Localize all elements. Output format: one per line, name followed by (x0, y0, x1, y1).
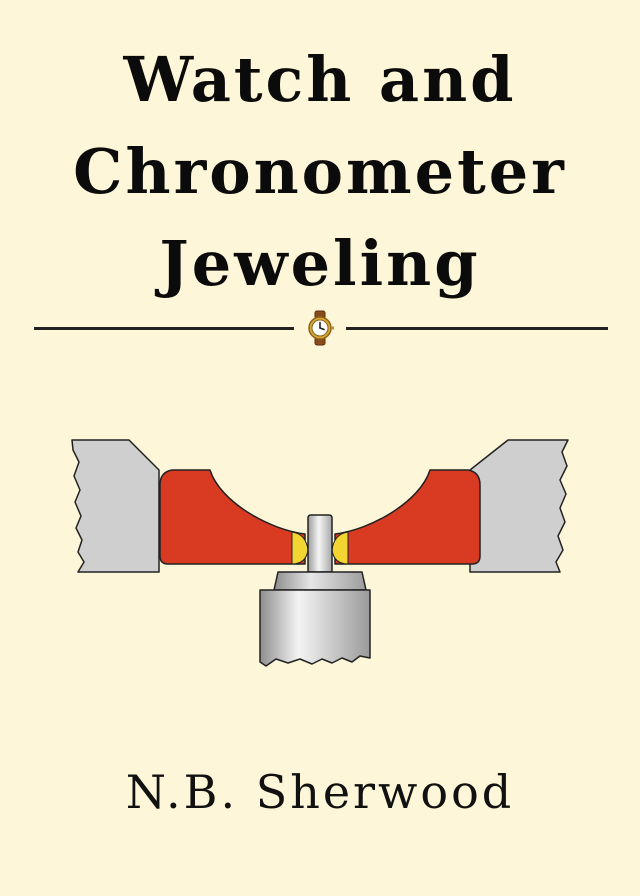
pivot (307, 514, 333, 573)
divider-rule-right (346, 327, 608, 330)
book-author: N.B. Sherwood (125, 765, 515, 819)
title-divider (0, 310, 640, 346)
title-line-2: Chronometer (73, 135, 567, 208)
divider-rule-left (34, 327, 294, 330)
arbor-shoulder (273, 571, 367, 591)
plate-left (71, 439, 160, 573)
plate-right (469, 439, 569, 573)
wristwatch-icon (308, 310, 334, 346)
title-line-1: Watch and (123, 43, 517, 116)
arbor-body (259, 589, 371, 667)
jewel-bearing-illustration (71, 439, 569, 667)
jewel (159, 469, 481, 565)
title-line-3: Jeweling (159, 227, 481, 300)
book-title: Watch and Chronometer Jeweling (0, 34, 640, 310)
